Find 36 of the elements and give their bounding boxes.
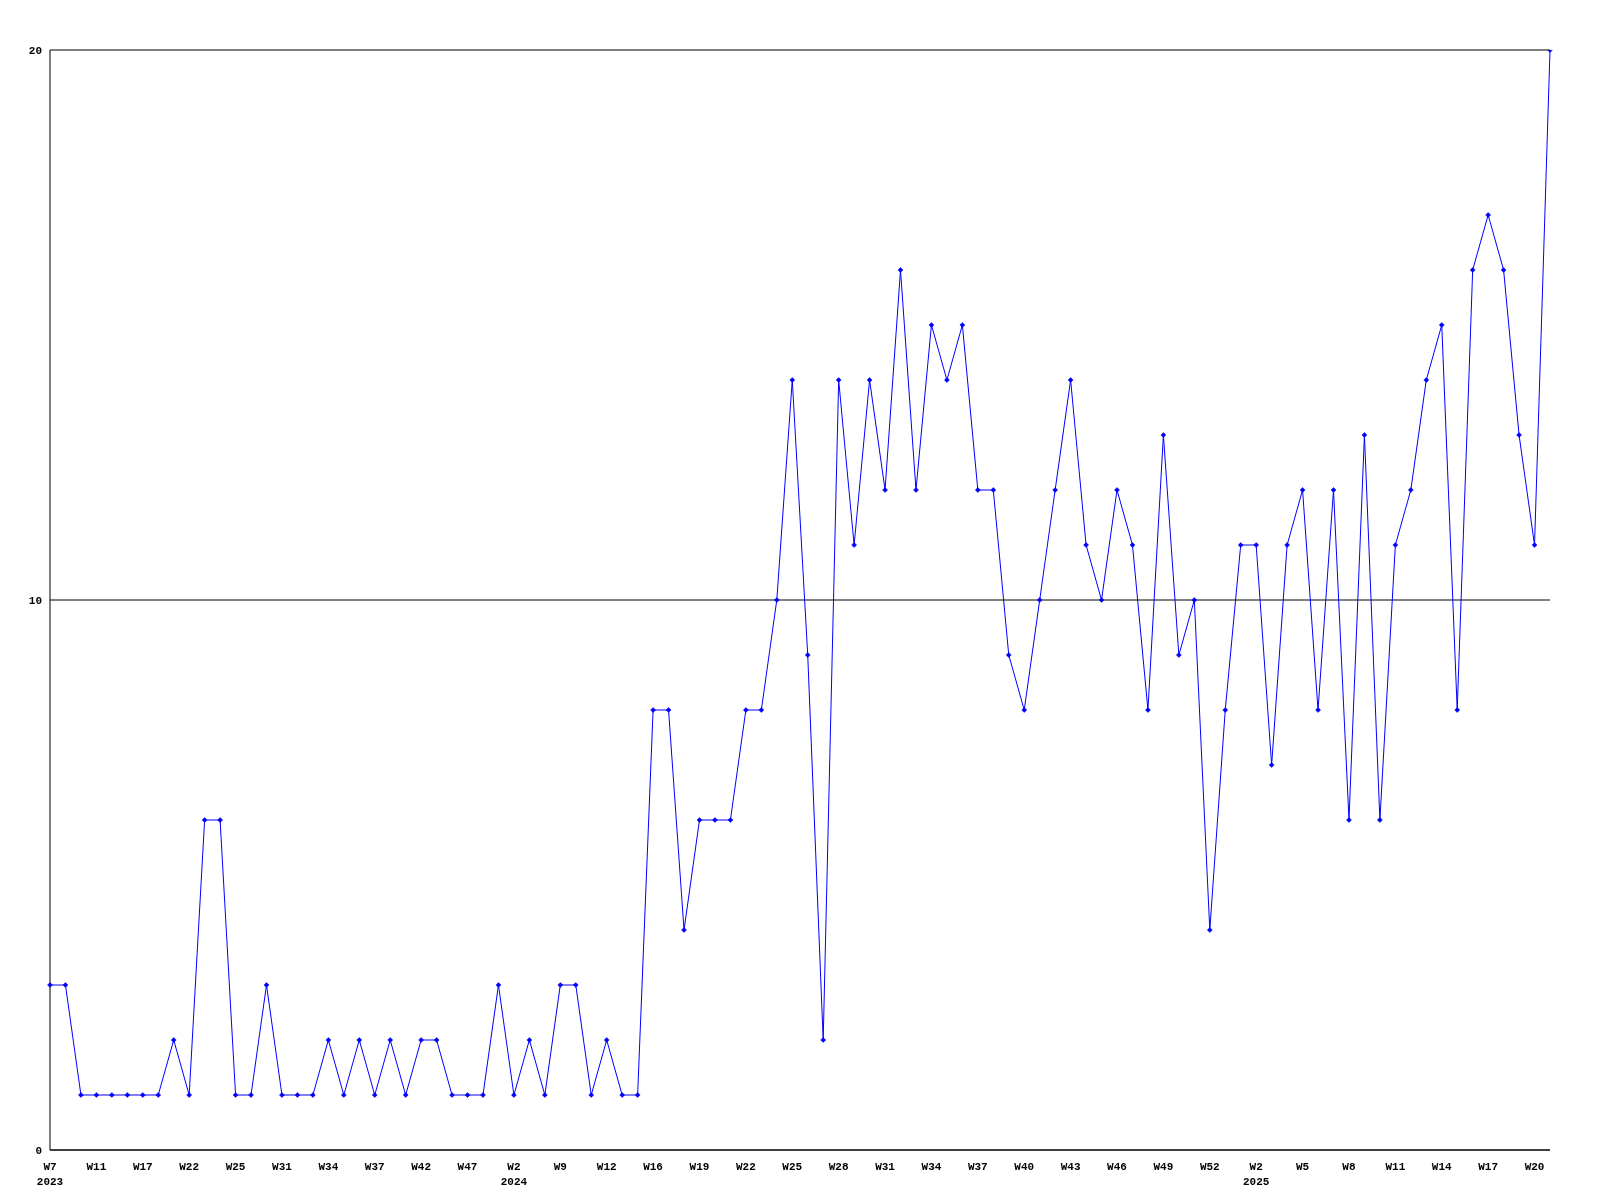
x-tick-label: W17	[132, 1161, 153, 1173]
x-tick-label: W28	[828, 1161, 849, 1173]
x-tick-label: W11	[86, 1161, 107, 1173]
y-tick-label: 0	[35, 1144, 42, 1157]
x-tick-label: W9	[553, 1161, 567, 1173]
x-tick-label: W49	[1153, 1161, 1174, 1173]
x-tick-label: W17	[1478, 1161, 1499, 1173]
x-tick-label: W25	[782, 1161, 803, 1173]
x-tick-label: W46	[1107, 1161, 1127, 1173]
x-tick-label: W22	[735, 1161, 756, 1173]
x-tick-label: W5	[1295, 1161, 1310, 1173]
x-tick-label: W43	[1060, 1161, 1081, 1173]
x-tick-label: W19	[689, 1161, 710, 1173]
x-tick-label: W40	[1014, 1161, 1035, 1173]
x-tick-label: W14	[1431, 1161, 1453, 1173]
x-tick-label: W47	[457, 1161, 478, 1173]
x-tick-label: W31	[875, 1161, 896, 1173]
x-tick-label: W34	[921, 1161, 942, 1173]
x-tick-label: W37	[364, 1161, 385, 1173]
x-tick-label: W22	[179, 1161, 200, 1173]
x-tick-label: W2 2024	[500, 1161, 528, 1188]
x-tick-label: W12	[596, 1161, 617, 1173]
x-tick-label: W42	[411, 1161, 432, 1173]
x-tick-label: W16	[643, 1161, 663, 1173]
x-tick-label: W34	[318, 1161, 339, 1173]
x-tick-label: W7 2023	[36, 1161, 64, 1188]
x-tick-label: W11	[1385, 1161, 1406, 1173]
x-tick-label: W52	[1199, 1161, 1220, 1173]
x-tick-label: W8	[1342, 1161, 1356, 1173]
y-tick-label: 20	[28, 44, 42, 57]
x-tick-label: W20	[1524, 1161, 1545, 1173]
x-tick-label: W31	[272, 1161, 293, 1173]
x-tick-label: W37	[967, 1161, 988, 1173]
x-tick-label: W25	[225, 1161, 246, 1173]
y-tick-label: 10	[28, 594, 42, 607]
x-tick-label: W2 2025	[1242, 1161, 1270, 1188]
